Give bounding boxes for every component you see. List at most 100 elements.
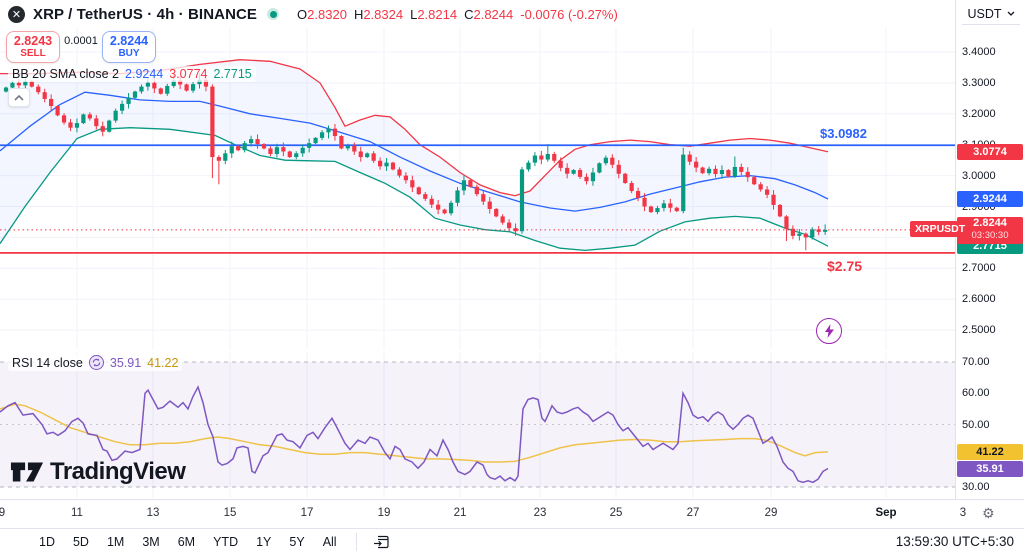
toolbar-divider bbox=[355, 533, 357, 551]
candle-body bbox=[494, 208, 499, 217]
candle-body bbox=[758, 184, 763, 190]
time-axis-label: 19 bbox=[377, 507, 391, 519]
candle-body bbox=[307, 143, 312, 148]
symbol-title[interactable]: XRP / TetherUS · 4h · BINANCE bbox=[33, 5, 258, 23]
bar-countdown: 03:30:30 bbox=[971, 229, 1009, 241]
circular-arrows-icon bbox=[92, 358, 101, 367]
resistance-price-label[interactable]: $3.0982 bbox=[820, 126, 867, 142]
tradingview-watermark: TradingView bbox=[10, 458, 186, 486]
candle-body bbox=[584, 176, 589, 182]
candle-body bbox=[203, 79, 209, 87]
candle-body bbox=[352, 145, 357, 152]
candle-body bbox=[519, 169, 525, 232]
candle-body bbox=[552, 153, 557, 161]
close-label: C bbox=[464, 6, 474, 22]
collapse-indicator-button[interactable] bbox=[8, 88, 30, 107]
candle-body bbox=[242, 143, 247, 151]
candle-body bbox=[229, 146, 234, 154]
candle-body bbox=[326, 128, 331, 133]
candle-body bbox=[236, 146, 241, 151]
buy-button[interactable]: 2.8244 BUY bbox=[102, 31, 156, 63]
candle-body bbox=[397, 169, 402, 176]
candle-body bbox=[784, 216, 789, 229]
sell-label: SELL bbox=[20, 48, 46, 60]
high-label: H bbox=[353, 6, 364, 22]
candle-body bbox=[36, 86, 41, 93]
rsi-indicator-legend[interactable]: RSI 14 close 35.91 41.22 bbox=[8, 354, 183, 371]
watermark-text: TradingView bbox=[50, 458, 186, 485]
candle-body bbox=[210, 86, 215, 158]
candle-body bbox=[216, 157, 221, 161]
candle-body bbox=[661, 203, 666, 209]
xrp-logo-icon: ✕ bbox=[8, 5, 25, 23]
candle-body bbox=[719, 170, 725, 175]
range-5d-button[interactable]: 5D bbox=[72, 535, 89, 549]
candle-body bbox=[713, 168, 718, 175]
candle-body bbox=[481, 194, 486, 202]
time-axis-label: 21 bbox=[453, 507, 467, 519]
price-axis[interactable]: USDT 3.40003.30003.20003.10003.00002.900… bbox=[955, 0, 1024, 528]
candle-body bbox=[668, 203, 673, 208]
range-ytd-button[interactable]: YTD bbox=[213, 535, 239, 549]
instant-trading-button[interactable] bbox=[816, 318, 842, 344]
currency-label: USDT bbox=[967, 6, 1002, 21]
rsi-indicator-pane[interactable] bbox=[0, 352, 955, 498]
candle-body bbox=[539, 155, 544, 160]
candle-body bbox=[178, 80, 183, 85]
range-all-button[interactable]: All bbox=[322, 535, 337, 549]
range-1y-button[interactable]: 1Y bbox=[256, 535, 272, 549]
sell-button[interactable]: 2.8243 SELL bbox=[6, 31, 60, 63]
candle-body bbox=[436, 204, 441, 210]
last-price-value: 2.8244 bbox=[973, 216, 1007, 229]
currency-selector[interactable]: USDT bbox=[962, 3, 1020, 25]
candle-body bbox=[526, 162, 531, 170]
range-6m-button[interactable]: 6M bbox=[177, 535, 196, 549]
candle-body bbox=[145, 82, 150, 87]
support-price-label[interactable]: $2.75 bbox=[827, 257, 863, 274]
bb-indicator-legend[interactable]: BB 20 SMA close 2 2.9244 3.0774 2.7715 bbox=[8, 66, 256, 82]
bb-upper-value: 3.0774 bbox=[169, 67, 208, 81]
order-panel: 2.8243 SELL 0.0001 2.8244 BUY bbox=[6, 31, 156, 63]
candle-body bbox=[152, 82, 157, 89]
range-3m-button[interactable]: 3M bbox=[142, 535, 160, 549]
candle-body bbox=[81, 114, 86, 124]
candle-body bbox=[732, 166, 737, 177]
buy-label: BUY bbox=[118, 48, 140, 60]
candle-body bbox=[603, 157, 608, 164]
high-value: 2.8324 bbox=[363, 6, 404, 22]
range-1m-button[interactable]: 1M bbox=[106, 535, 125, 549]
candle-body bbox=[16, 82, 21, 86]
candle-body bbox=[94, 118, 99, 127]
range-1d-button[interactable]: 1D bbox=[39, 535, 55, 549]
axis-tick-label: 2.5000 bbox=[962, 324, 996, 337]
axis-price-tag: 2.9244 bbox=[957, 190, 1023, 207]
axis-tick-label: 60.00 bbox=[962, 387, 990, 400]
refresh-icon[interactable] bbox=[88, 355, 104, 370]
time-axis[interactable]: ⚙ 9 11 13 15 17 19 21 23 25 27 29 Sep 3 bbox=[0, 499, 1024, 528]
candle-body bbox=[726, 170, 731, 177]
candle-body bbox=[42, 92, 47, 99]
bb-sma-value: 2.9244 bbox=[125, 67, 164, 81]
settings-gear-icon[interactable]: ⚙ bbox=[982, 505, 995, 521]
axis-tick-label: 70.00 bbox=[962, 356, 990, 368]
axis-price-tag: 3.0774 bbox=[957, 143, 1023, 160]
rsi-band-fill bbox=[0, 362, 955, 487]
time-axis-label: 13 bbox=[146, 507, 160, 519]
candle-body bbox=[378, 160, 383, 167]
candle-body bbox=[313, 137, 318, 144]
time-axis-label: 29 bbox=[764, 507, 778, 519]
candle-body bbox=[3, 87, 9, 92]
range-5y-button[interactable]: 5Y bbox=[289, 535, 305, 549]
candle-body bbox=[532, 155, 537, 163]
bollinger-lower-band bbox=[0, 127, 829, 252]
candle-body bbox=[687, 154, 692, 162]
candle-body bbox=[61, 115, 67, 123]
candle-body bbox=[403, 175, 408, 181]
axis-tick-label: 50.00 bbox=[962, 418, 990, 431]
candle-body bbox=[558, 160, 563, 168]
session-clock[interactable]: 13:59:30 UTC+5:30 bbox=[895, 534, 1014, 549]
candle-body bbox=[610, 157, 615, 165]
goto-date-button[interactable] bbox=[367, 532, 396, 552]
price-chart-pane[interactable] bbox=[0, 28, 955, 350]
